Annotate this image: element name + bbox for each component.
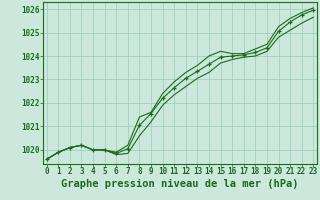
X-axis label: Graphe pression niveau de la mer (hPa): Graphe pression niveau de la mer (hPa): [61, 179, 299, 189]
